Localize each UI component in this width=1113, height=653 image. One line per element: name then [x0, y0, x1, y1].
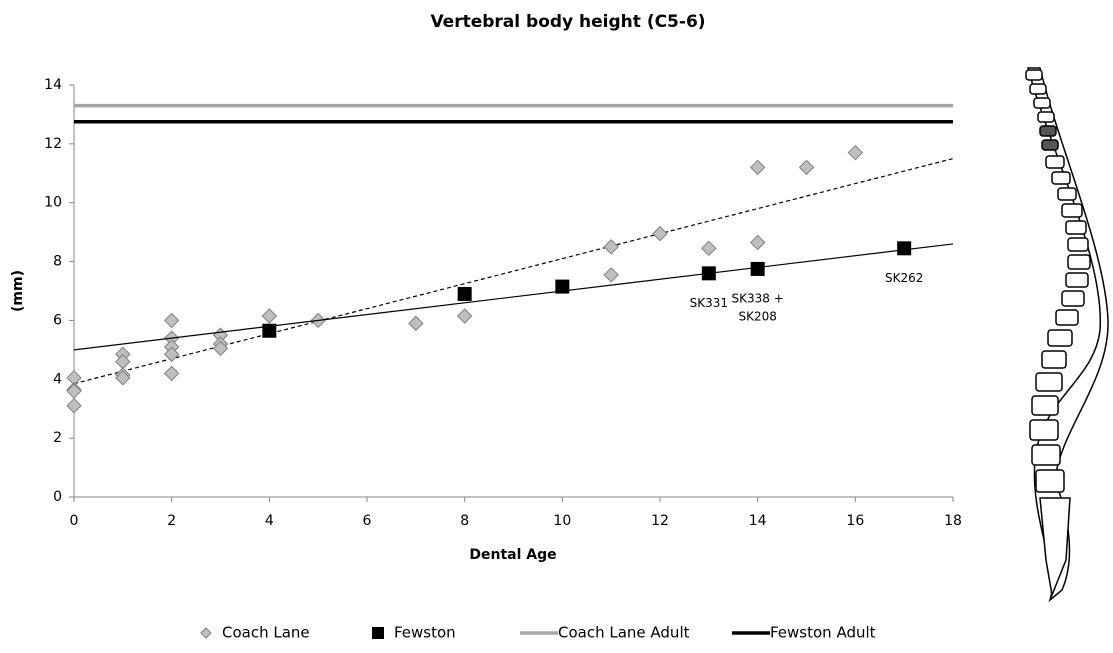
- data-point: [603, 267, 619, 283]
- data-point: [408, 315, 424, 332]
- data-point: [603, 239, 619, 255]
- legend-label: Coach Lane: [222, 624, 310, 642]
- data-point: [66, 398, 82, 414]
- x-tick-label: 14: [749, 513, 767, 529]
- y-tick-label: 10: [44, 195, 62, 211]
- data-point: [701, 266, 716, 281]
- x-tick-label: 2: [167, 513, 176, 529]
- x-tick-label: 12: [651, 513, 669, 529]
- x-tick-label: 6: [363, 513, 372, 529]
- annotation: SK262: [885, 271, 923, 285]
- data-point: [115, 370, 131, 386]
- data-point: [897, 241, 912, 256]
- data-point: [555, 279, 570, 294]
- data-point: [701, 240, 717, 257]
- data-point: [750, 261, 765, 276]
- annotation: SK338 +: [732, 291, 784, 305]
- y-tick-label: 2: [53, 430, 62, 446]
- legend-swatch: [200, 627, 212, 639]
- y-tick-label: 8: [53, 254, 62, 270]
- y-tick-label: 6: [53, 312, 62, 328]
- y-tick-label: 14: [44, 77, 62, 93]
- data-point: [163, 365, 180, 382]
- x-tick-label: 4: [265, 513, 274, 529]
- legend-label: Fewston Adult: [770, 624, 876, 642]
- legend-swatch: [372, 627, 384, 639]
- y-axis-title: (mm): [10, 270, 26, 312]
- data-point: [163, 312, 180, 329]
- trendline: [73, 157, 954, 385]
- y-tick-label: 4: [53, 371, 62, 387]
- legend-item: Fewston Adult: [732, 624, 876, 642]
- data-point: [66, 383, 82, 399]
- y-tick-label: 12: [44, 136, 62, 152]
- data-point: [652, 225, 668, 242]
- legend-item: Fewston: [372, 624, 456, 642]
- x-axis-title: Dental Age: [469, 547, 556, 563]
- annotation: SK208: [738, 309, 776, 323]
- x-tick-label: 0: [70, 513, 79, 529]
- data-point: [798, 159, 815, 176]
- data-point: [212, 340, 229, 357]
- data-point: [262, 323, 277, 338]
- data-point: [163, 346, 180, 362]
- chart-title: Vertebral body height (C5-6): [430, 12, 705, 32]
- x-tick-label: 8: [460, 513, 469, 529]
- legend-item: Coach Lane Adult: [520, 624, 690, 642]
- data-point: [261, 308, 278, 324]
- annotation: SK331: [690, 296, 728, 310]
- data-point: [457, 286, 472, 301]
- x-tick-label: 10: [553, 513, 571, 529]
- x-tick-label: 18: [944, 513, 962, 529]
- spine-illustration: [1025, 67, 1109, 603]
- legend-item: Coach Lane: [200, 624, 310, 642]
- data-point: [749, 234, 766, 251]
- data-point: [749, 159, 766, 176]
- data-point: [847, 144, 864, 161]
- x-tick-label: 16: [846, 513, 864, 529]
- trendline: [73, 243, 954, 351]
- y-tick-label: 0: [53, 489, 62, 505]
- legend-label: Fewston: [394, 624, 456, 642]
- legend-label: Coach Lane Adult: [558, 624, 690, 642]
- data-point: [456, 308, 473, 324]
